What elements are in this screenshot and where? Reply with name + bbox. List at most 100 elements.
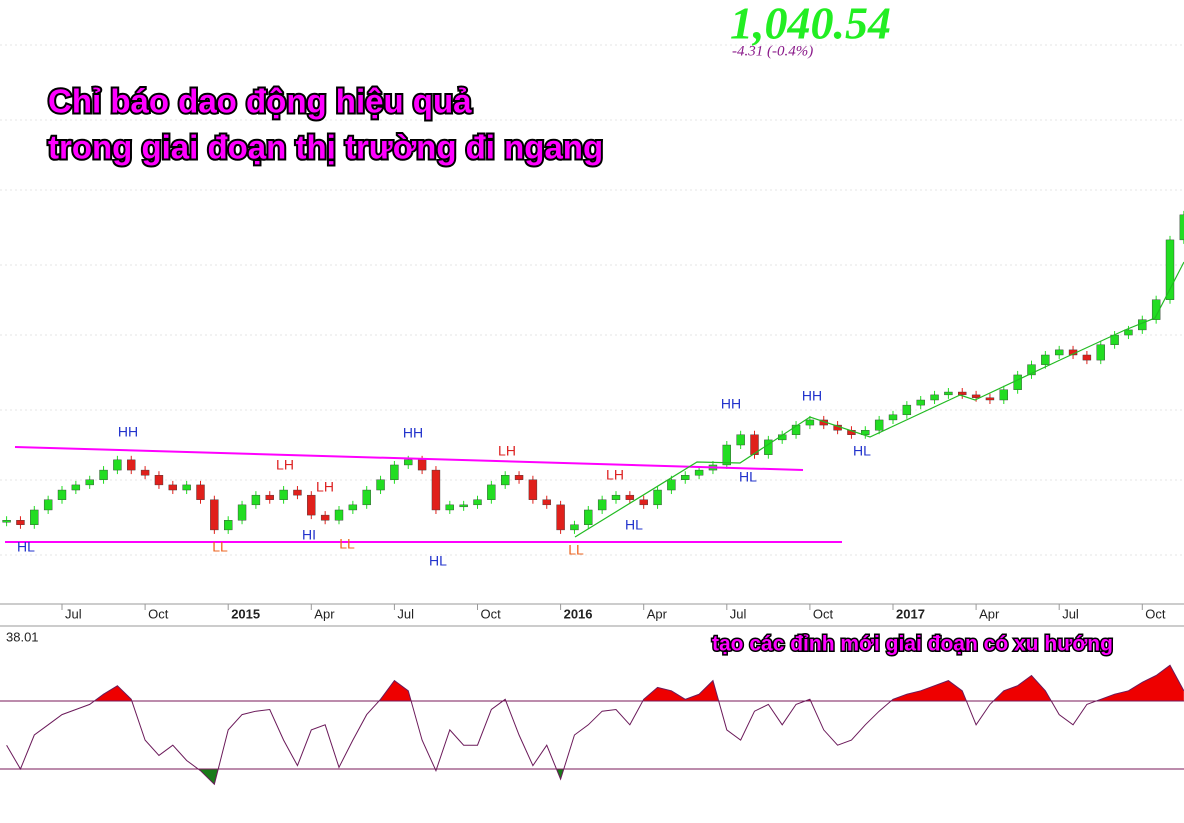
x-tick-label: 2016 [564,606,593,621]
x-tick-label: Jul [1062,606,1079,621]
pivot-label: HL [429,553,447,569]
grid [0,44,1184,556]
x-tick-label: Apr [647,606,668,621]
candle [16,520,25,525]
candle [694,469,704,476]
title-line: Chỉ báo dao động hiệu quả [48,83,472,120]
candle [85,479,94,486]
candle [944,391,953,396]
candle [625,494,635,500]
resistance-line [14,446,804,471]
pivot-label: HH [118,424,138,440]
candle [334,509,344,521]
candle [1082,354,1092,361]
candle [265,494,274,500]
pivot-label: LH [316,479,334,495]
price-change: -4.31 (-0.4%) [732,43,813,59]
candle [750,434,759,455]
candle [611,494,621,500]
candle [362,489,371,506]
candle [1013,374,1022,390]
pivot-label: HL [853,443,871,459]
pivot-label: LL [339,536,355,552]
candle [958,391,967,396]
candle [653,489,662,506]
candle [376,479,385,491]
candle [930,394,939,401]
candle [154,475,164,486]
pivot-label: LL [568,542,584,558]
candle [2,520,11,523]
x-tick-label: Oct [813,606,834,621]
candle [390,464,399,480]
x-tick-label: 2017 [896,606,925,621]
candle [681,475,690,480]
candle [570,524,579,531]
candle [805,419,815,426]
pivot-label: HH [403,425,423,441]
pivot-label: HI [302,527,316,543]
candle [307,494,316,516]
pivot-label: HL [739,469,757,485]
candle [1054,349,1064,356]
candle [985,397,995,401]
x-tick-label: Oct [1145,606,1166,621]
candle [223,520,233,531]
candle [487,484,496,500]
candle [168,484,178,491]
x-tick-label: Jul [730,606,747,621]
x-tick-label: Jul [397,606,414,621]
candle [1096,344,1105,361]
candle [182,484,191,491]
x-tick-label: Oct [148,606,169,621]
candle [279,489,288,500]
candle [791,424,801,435]
candles [2,210,1184,534]
x-tick-label: Jul [65,606,82,621]
x-tick-label: 2015 [231,606,260,621]
candle [30,509,39,525]
candle [528,479,538,500]
pivot-label: LH [498,443,516,459]
candle [417,459,427,471]
candle [971,394,981,398]
candle [57,489,67,500]
candle [251,494,261,506]
indicator-value: 38.01 [6,629,39,644]
candle [210,499,219,531]
candle [320,514,330,521]
candle [473,499,482,506]
candle [888,414,898,421]
candle [113,459,122,471]
candle [431,469,441,511]
candle [722,444,731,466]
candle [999,389,1008,401]
candle [874,419,884,431]
candle [514,475,524,480]
candle [1041,354,1050,365]
candle [237,504,247,521]
candle [556,504,565,531]
candle [667,479,676,491]
candle [902,404,912,416]
pivot-label: HL [17,539,35,555]
candle [1151,299,1161,320]
candle [99,469,108,480]
candle [404,459,413,466]
candle [1027,364,1036,376]
candle [445,504,454,511]
candle [43,499,53,511]
candle [71,484,81,491]
pivot-label: LH [276,457,294,473]
overbought-area [6,665,1184,701]
x-tick-label: Apr [314,606,335,621]
candle [127,459,136,471]
title-line: trong giai đoạn thị trường đi ngang [48,129,603,166]
candle [597,499,607,511]
last-price: 1,040.54 [730,0,891,49]
candle [1179,214,1184,241]
candle [916,399,925,406]
annotation: tạo các đỉnh mới giai đoạn có xu hướng [712,633,1113,656]
x-tick-label: Apr [979,606,1000,621]
